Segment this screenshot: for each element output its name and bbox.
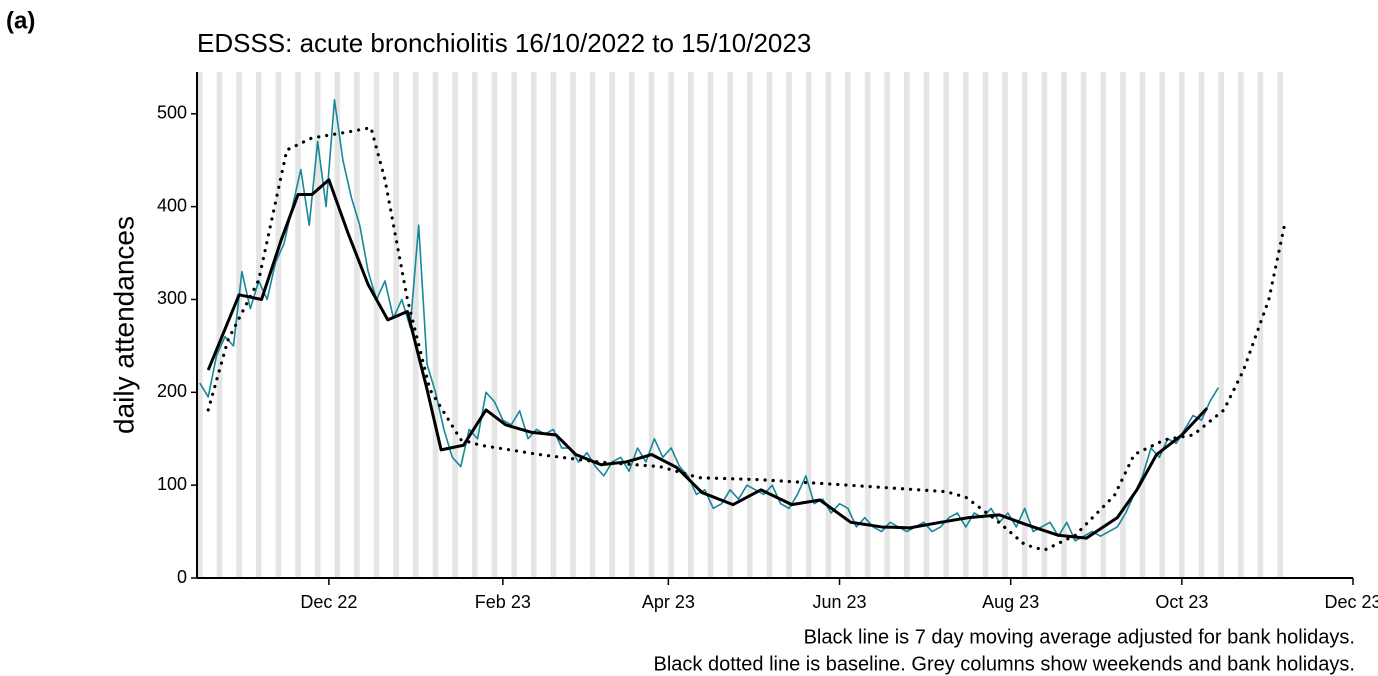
weekend-column [1100,72,1107,578]
x-tick-label: Dec 22 [300,592,357,612]
x-tick-label: Oct 23 [1155,592,1208,612]
weekend-column [904,72,910,578]
weekend-column [1198,72,1205,578]
weekend-column [923,72,930,578]
y-tick-label: 300 [157,288,187,308]
weekend-column [471,72,478,578]
weekend-column [1041,72,1048,578]
weekend-column [707,72,714,578]
weekend-column [275,72,282,578]
weekend-column [393,72,400,578]
weekend-column [688,72,694,578]
weekend-column [766,72,773,578]
weekend-column [1002,72,1008,578]
weekend-column [1257,72,1264,578]
baseline-line [206,126,1288,552]
x-tick-label: Apr 23 [642,592,695,612]
weekend-column [550,72,557,578]
weekend-column [648,72,655,578]
weekend-column [1061,72,1067,578]
weekend-column [746,72,753,578]
weekend-column [1179,72,1185,578]
weekend-column [216,72,223,578]
weekend-column [197,72,203,578]
weekend-column [962,72,969,578]
panel-label: (a) [6,7,35,34]
x-tick-label: Jun 23 [813,592,867,612]
weekend-column [354,72,360,578]
weekend-column [295,72,301,578]
y-tick-label: 500 [157,103,187,123]
weekend-column [1139,72,1146,578]
x-tick-label: Feb 23 [475,592,531,612]
weekend-column [884,72,891,578]
weekend-column [432,72,439,578]
weekend-column [629,72,635,578]
weekend-column [255,72,262,578]
weekend-column [373,72,380,578]
weekend-column [1080,72,1087,578]
weekend-column [864,72,871,578]
x-tick-label: Dec 23 [1324,592,1378,612]
weekend-column [668,72,674,578]
weekend-column [511,72,517,578]
weekend-column [1159,72,1166,578]
weekend-column [845,72,851,578]
weekend-column [589,72,596,578]
chart-title: EDSSS: acute bronchiolitis 16/10/2022 to… [197,28,811,58]
weekend-column [1021,72,1028,578]
weekend-column [1237,72,1244,578]
y-axis-label: daily attendances [108,216,139,434]
weekend-column [1120,72,1126,578]
weekend-column [727,72,733,578]
y-tick-label: 200 [157,381,187,401]
weekend-column [452,72,458,578]
y-tick-label: 400 [157,195,187,215]
weekend-column [943,72,949,578]
data-line [206,178,1209,540]
weekend-column [1218,72,1224,578]
weekend-column [491,72,498,578]
x-tick-label: Aug 23 [982,592,1039,612]
note: Black dotted line is baseline. Grey colu… [653,653,1355,675]
weekend-columns [197,72,1283,578]
weekend-column [314,72,321,578]
weekend-column [1277,72,1283,578]
weekend-column [805,72,812,578]
weekend-column [413,72,419,578]
weekend-column [609,72,616,578]
weekend-column [236,72,242,578]
y-tick-label: 100 [157,474,187,494]
weekend-column [982,72,989,578]
y-tick-label: 0 [177,567,187,587]
weekend-column [786,72,792,578]
weekend-column [530,72,537,578]
data-line [199,99,1220,542]
weekend-column [825,72,832,578]
weekend-column [334,72,341,578]
note: Black line is 7 day moving average adjus… [804,626,1355,648]
weekend-column [570,72,576,578]
